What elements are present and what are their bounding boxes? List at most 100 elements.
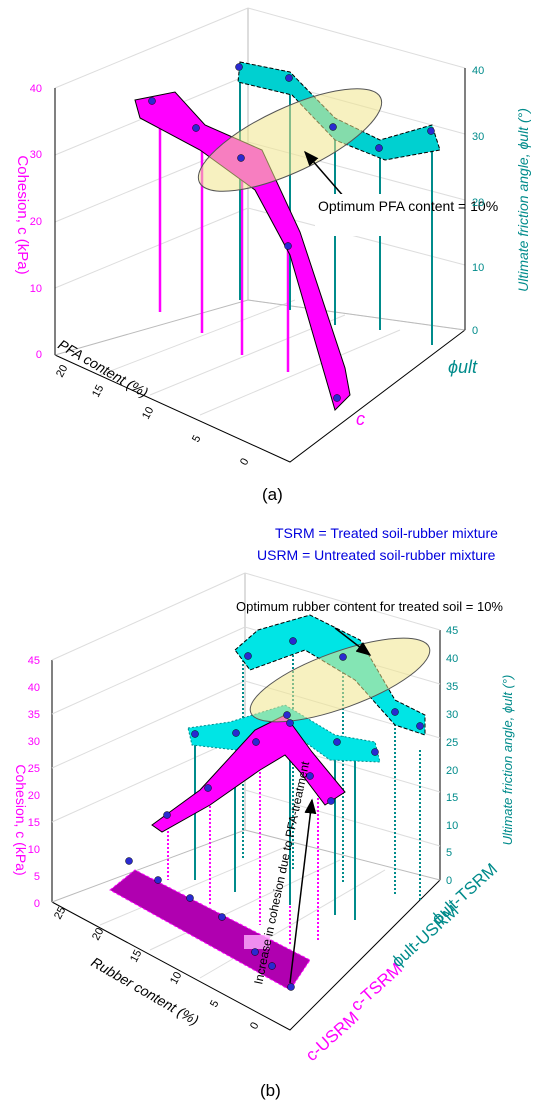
tick-label: 10 — [168, 970, 184, 986]
tick-label: 15 — [28, 817, 40, 829]
data-point — [218, 913, 226, 921]
tick-label: 35 — [446, 681, 458, 693]
tick-label: 40 — [28, 682, 40, 694]
tick-label: 40 — [472, 65, 484, 77]
data-point — [191, 730, 199, 738]
panel-b-series-label-c-usrm: c-USRM — [302, 1008, 362, 1065]
panel-a-right-axis-label: Ultimate friction angle, ϕult (°) — [515, 108, 531, 292]
panel-a-x-ticks: 0 5 10 15 20 — [54, 363, 251, 467]
tick-label: 5 — [190, 433, 203, 444]
panel-a-points — [148, 63, 435, 402]
data-point — [237, 154, 245, 162]
tick-label: 0 — [34, 898, 40, 910]
data-point — [375, 144, 383, 152]
data-point — [327, 797, 335, 805]
tick-label: 0 — [238, 456, 251, 467]
data-point — [268, 962, 276, 970]
tick-label: 45 — [28, 655, 40, 667]
tick-label: 30 — [446, 709, 458, 721]
data-point — [329, 123, 337, 131]
tick-label: 15 — [446, 792, 458, 804]
tick-label: 20 — [30, 216, 42, 228]
data-point — [284, 242, 292, 250]
panel-a-right-ticks: 0 10 20 30 40 — [472, 65, 484, 337]
tick-label: 25 — [28, 763, 40, 775]
panel-b-series-label-phi-tsrm: ϕult-TSRM — [428, 859, 501, 928]
tick-label: 10 — [140, 405, 156, 421]
data-point — [204, 784, 212, 792]
data-point — [232, 729, 240, 737]
tick-label: 30 — [472, 131, 484, 143]
tick-label: 0 — [248, 1020, 261, 1031]
panel-a-series-label-c: c — [356, 409, 365, 429]
tick-label: 15 — [128, 948, 144, 964]
data-point — [333, 738, 341, 746]
data-point — [371, 748, 379, 756]
panel-b-left-axis-label: Cohesion, c (kPa) — [13, 764, 29, 875]
panel-a-optimum-ellipse — [197, 88, 383, 192]
tick-label: 10 — [28, 844, 40, 856]
data-point — [235, 63, 243, 71]
panel-b-optimum-arrow — [334, 627, 372, 656]
data-point — [192, 124, 200, 132]
tick-label: 0 — [446, 875, 452, 887]
tick-label: 10 — [472, 262, 484, 274]
tick-label: 25 — [52, 905, 68, 921]
panel-a-annotation-line1: Optimum PFA content = 10% — [318, 198, 498, 214]
tick-label: 5 — [34, 871, 40, 883]
data-point — [287, 983, 295, 991]
panel-a-left-ticks: 0 10 20 30 40 — [30, 83, 42, 361]
panel-a-chart: Optimum PFA content = 10% 0 10 20 30 40 … — [14, 7, 531, 504]
data-point — [244, 652, 252, 660]
data-point — [148, 97, 156, 105]
panel-b-label: (b) — [260, 1081, 281, 1100]
tick-label: 25 — [446, 737, 458, 749]
data-point — [339, 653, 347, 661]
data-point — [186, 894, 194, 902]
tick-label: 20 — [446, 765, 458, 777]
data-point — [306, 772, 314, 780]
tick-label: 0 — [472, 325, 478, 337]
tick-label: 20 — [28, 790, 40, 802]
tick-label: 35 — [28, 709, 40, 721]
panel-b-right-ticks: 0 5 10 15 20 25 30 35 40 45 — [446, 625, 458, 887]
data-point — [391, 708, 399, 716]
data-point — [427, 127, 435, 135]
data-point — [289, 637, 297, 645]
data-point — [416, 722, 424, 730]
panel-b-annotation-optimum: Optimum rubber content for treated soil … — [236, 599, 503, 614]
panel-b-phi-tsrm-ribbon — [234, 614, 426, 736]
panel-b-c-tsrm-stems — [167, 730, 319, 945]
panel-b-legend-note-2: USRM = Untreated soil-rubber mixture — [257, 547, 496, 563]
tick-label: 40 — [446, 653, 458, 665]
panel-b-c-tsrm-ribbon — [151, 714, 346, 833]
tick-label: 10 — [30, 283, 42, 295]
panel-b-left-ticks: 0 5 10 15 20 25 30 35 40 45 — [28, 655, 40, 910]
tick-label: 20 — [472, 197, 484, 209]
data-point — [283, 711, 291, 719]
panel-b-chart: TSRM = Treated soil-rubber mixture USRM … — [13, 525, 515, 1100]
tick-label: 40 — [30, 83, 42, 95]
tick-label: 20 — [90, 926, 106, 942]
tick-label: 30 — [28, 736, 40, 748]
panel-b-x-ticks: 0 5 10 15 20 25 — [52, 905, 261, 1031]
panel-b-points — [125, 637, 424, 991]
tick-label: 0 — [36, 349, 42, 361]
data-point — [125, 857, 133, 865]
data-point — [286, 719, 294, 727]
panel-a-left-axis-label: Cohesion, c (kPa) — [14, 155, 31, 274]
tick-label: 5 — [208, 998, 221, 1009]
panel-a-annotation-arrow — [304, 150, 346, 199]
panel-b-c-usrm-ribbon — [109, 869, 311, 991]
panel-b-x-axis-label: Rubber content (%) — [89, 954, 202, 1029]
data-point — [163, 811, 171, 819]
panel-b-optimum-ellipse — [249, 637, 431, 723]
data-point — [251, 948, 259, 956]
data-point — [154, 876, 162, 884]
panel-a-series-label-phi: ϕult — [448, 357, 478, 377]
data-point — [252, 738, 260, 746]
tick-label: 5 — [446, 847, 452, 859]
tick-label: 15 — [90, 383, 106, 399]
tick-label: 30 — [30, 149, 42, 161]
